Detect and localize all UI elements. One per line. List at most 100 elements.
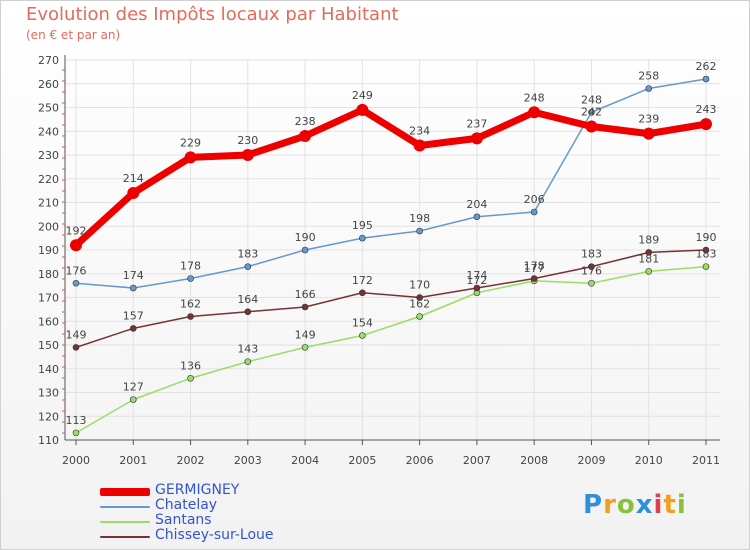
data-label-chissey-sur-loue: 172 xyxy=(352,274,373,287)
data-point-chatelay xyxy=(588,108,595,116)
chart-axes: 110 120 130 140 150 160 170 180 190 200 210 220 230 2… xyxy=(38,54,720,467)
chart-subtitle: (en € et par an) xyxy=(26,28,121,42)
data-point-santans xyxy=(645,268,653,275)
legend-label: Chissey-sur-Loue xyxy=(155,527,274,543)
proxiti-logo: Proxiti xyxy=(583,490,687,520)
data-point-chissey-sur-loue xyxy=(645,249,653,256)
data-label-santans: 127 xyxy=(123,381,144,394)
data-label-santans: 113 xyxy=(66,414,87,427)
y-tick-label: 130 xyxy=(38,387,59,400)
chart-title: Evolution des Impôts locaux par Habitant xyxy=(26,4,399,25)
data-point-germigney xyxy=(585,120,598,133)
data-point-santans xyxy=(187,374,194,382)
y-tick-label: 260 xyxy=(38,78,59,91)
x-tick-label: 2005 xyxy=(348,454,376,467)
data-point-chatelay xyxy=(301,246,309,254)
logo-letter: o xyxy=(616,490,636,520)
data-label-chissey-sur-loue: 164 xyxy=(237,293,258,306)
data-label-chissey-sur-loue: 190 xyxy=(696,231,717,244)
data-label-chissey-sur-loue: 170 xyxy=(409,279,430,292)
legend-label: Santans xyxy=(155,512,212,528)
logo-letter: P xyxy=(583,490,604,520)
data-point-chissey-sur-loue xyxy=(301,303,309,311)
y-tick-label: 200 xyxy=(38,220,59,233)
legend-swatch xyxy=(100,536,150,538)
data-point-santans xyxy=(301,344,309,351)
data-label-chissey-sur-loue: 157 xyxy=(123,309,144,322)
data-point-chatelay xyxy=(645,85,653,92)
logo-letter: t xyxy=(663,490,677,520)
y-tick-label: 150 xyxy=(38,339,59,352)
data-label-santans: 172 xyxy=(466,274,487,287)
x-tick-label: 2011 xyxy=(692,454,720,467)
x-tick-label: 2001 xyxy=(119,454,147,467)
series-layer xyxy=(70,75,712,437)
y-tick-label: 160 xyxy=(38,315,59,328)
data-label-germigney: 248 xyxy=(524,91,545,104)
data-point-chissey-sur-loue xyxy=(129,325,137,332)
data-label-santans: 177 xyxy=(524,262,545,275)
x-tick-label: 2008 xyxy=(520,454,548,467)
legend-swatch xyxy=(100,506,150,508)
y-tick-label: 180 xyxy=(38,268,59,281)
data-point-chissey-sur-loue xyxy=(473,284,481,292)
data-label-germigney: 249 xyxy=(352,89,373,102)
data-label-germigney: 229 xyxy=(180,136,201,149)
data-label-chissey-sur-loue: 149 xyxy=(66,328,87,341)
data-point-chissey-sur-loue xyxy=(416,294,423,301)
data-label-chatelay: 176 xyxy=(66,264,87,277)
data-point-santans xyxy=(588,279,595,287)
data-point-chissey-sur-loue xyxy=(588,263,595,270)
data-point-chissey-sur-loue xyxy=(702,246,710,254)
chart-grid xyxy=(65,59,720,441)
data-point-santans xyxy=(244,358,252,365)
data-label-chatelay: 248 xyxy=(581,93,602,106)
data-point-chatelay xyxy=(72,279,80,287)
legend-label: Chatelay xyxy=(155,497,218,513)
x-tick-label: 2009 xyxy=(577,454,605,467)
data-label-chissey-sur-loue: 174 xyxy=(466,269,487,282)
data-label-santans: 154 xyxy=(352,317,373,330)
data-label-chissey-sur-loue: 166 xyxy=(295,288,316,301)
data-label-germigney: 237 xyxy=(466,117,487,130)
data-point-chissey-sur-loue xyxy=(187,313,194,320)
data-label-santans: 136 xyxy=(180,359,201,372)
data-label-chatelay: 206 xyxy=(524,193,545,206)
logo-letter: i xyxy=(676,490,687,520)
data-label-santans: 162 xyxy=(409,298,430,311)
data-point-germigney xyxy=(470,132,483,145)
data-label-santans: 143 xyxy=(237,343,258,356)
data-label-germigney: 192 xyxy=(66,224,87,237)
y-tick-label: 250 xyxy=(38,102,59,115)
data-point-germigney xyxy=(127,187,140,199)
data-labels-layer: 176 174 178 183 190 195 198 204 206 248 258 262 113 1… xyxy=(66,60,717,427)
data-point-chatelay xyxy=(359,234,366,242)
x-tick-label: 2003 xyxy=(234,454,262,467)
y-tick-label: 190 xyxy=(38,244,59,257)
data-label-santans: 176 xyxy=(581,264,602,277)
y-tick-label: 220 xyxy=(38,173,59,186)
data-label-germigney: 243 xyxy=(696,103,717,116)
y-tick-label: 170 xyxy=(38,292,59,305)
legend-swatch xyxy=(100,488,150,496)
data-label-chissey-sur-loue: 189 xyxy=(638,233,659,246)
data-point-chatelay xyxy=(702,75,710,83)
y-tick-label: 140 xyxy=(38,363,59,376)
data-point-santans xyxy=(72,429,80,437)
series-line-santans xyxy=(75,265,707,434)
series-line-chissey-sur-loue xyxy=(75,249,707,349)
data-point-germigney xyxy=(528,106,541,119)
series-line-germigney xyxy=(72,106,710,249)
y-tick-label: 240 xyxy=(38,125,59,138)
y-tick-label: 230 xyxy=(38,149,59,162)
data-point-chissey-sur-loue xyxy=(72,344,80,351)
data-point-chatelay xyxy=(187,275,194,282)
data-label-chatelay: 183 xyxy=(237,248,258,261)
data-label-chissey-sur-loue: 162 xyxy=(180,298,201,311)
x-tick-label: 2006 xyxy=(406,454,434,467)
data-point-germigney xyxy=(184,151,197,164)
data-point-chissey-sur-loue xyxy=(530,275,538,282)
data-label-chatelay: 198 xyxy=(409,212,430,225)
data-label-germigney: 239 xyxy=(638,113,659,126)
data-label-chatelay: 195 xyxy=(352,219,373,232)
